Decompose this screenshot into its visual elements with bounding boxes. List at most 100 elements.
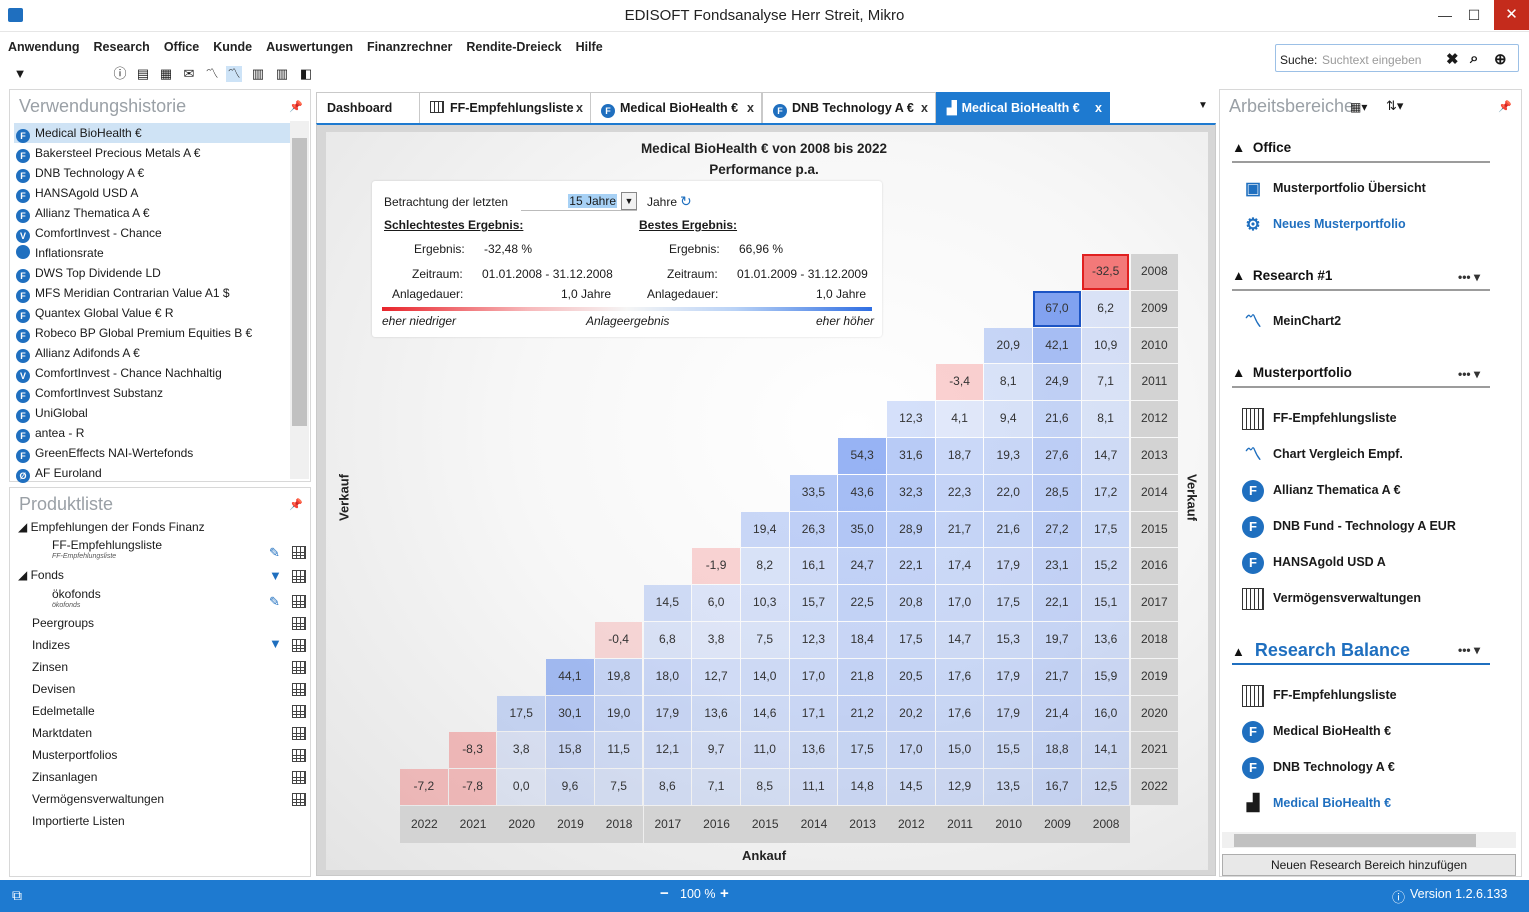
heatmap-cell[interactable]: 31,6 <box>887 438 935 474</box>
section-musterportfolio[interactable]: ▲ Musterportfolio <box>1232 365 1352 380</box>
ws-item-ff-empfehlungsliste[interactable]: FF-Empfehlungsliste <box>1242 404 1492 432</box>
filter-icon[interactable]: ▼ <box>269 636 282 651</box>
heatmap-cell[interactable]: 21,7 <box>1033 658 1081 695</box>
heatmap-cell[interactable]: 23,1 <box>1033 548 1081 585</box>
heatmap-cell[interactable]: 3,8 <box>497 732 546 769</box>
product-item[interactable]: Zinsanlagen <box>32 767 332 787</box>
add-research-area-button[interactable]: Neuen Research Bereich hinzufügen <box>1222 854 1516 876</box>
heatmap-cell[interactable]: 8,1 <box>984 364 1033 401</box>
tab-medical-biohealth-triangle[interactable]: ▟ Medical BioHealth € x <box>936 92 1110 123</box>
heatmap-cell[interactable]: 12,3 <box>887 401 935 437</box>
history-item[interactable]: F HANSAgold USD A <box>14 183 290 203</box>
ws-item-medical-biohealth[interactable]: F Medical BioHealth € <box>1242 717 1492 745</box>
heatmap-cell[interactable]: 43,6 <box>838 474 886 511</box>
heatmap-cell[interactable]: 21,4 <box>1033 695 1081 732</box>
heatmap-cell[interactable]: 18,7 <box>935 438 984 474</box>
ws-item-meinchart2[interactable]: 〽 MeinChart2 <box>1242 307 1492 335</box>
tab-dashboard[interactable]: Dashboard <box>316 92 420 123</box>
heatmap-cell[interactable]: 9,6 <box>546 769 594 805</box>
tab-dnb-technology[interactable]: F DNB Technology A € x <box>762 92 936 123</box>
zoom-out-icon[interactable]: − <box>660 885 669 902</box>
ws-item-medical-biohealth-triangle[interactable]: ▟ Medical BioHealth € <box>1242 789 1492 817</box>
heatmap-cell[interactable]: 17,9 <box>984 695 1033 732</box>
product-item[interactable]: Importierte Listen <box>32 811 332 831</box>
tree-group-empfehlungen[interactable]: ◢ Empfehlungen der Fonds Finanz <box>18 520 205 534</box>
heatmap-cell[interactable]: 17,5 <box>1081 511 1130 548</box>
ws-item-neues-musterportfolio[interactable]: ⚙ Neues Musterportfolio <box>1242 210 1492 238</box>
heatmap-cell[interactable]: 12,9 <box>935 769 984 805</box>
chart-active-icon[interactable]: 〽 <box>226 66 242 82</box>
heatmap-cell[interactable]: 20,5 <box>887 658 935 695</box>
heatmap-cell[interactable]: 13,6 <box>692 695 740 732</box>
ws-item-musterportfolio-uebersicht[interactable]: ▣ Musterportfolio Übersicht <box>1242 174 1492 202</box>
heatmap-cell[interactable]: 19,8 <box>594 658 643 695</box>
table-icon[interactable] <box>292 639 306 652</box>
heatmap-cell[interactable]: 12,1 <box>643 732 692 769</box>
heatmap-cell[interactable]: 12,3 <box>789 622 838 658</box>
heatmap-cell[interactable]: 8,2 <box>740 548 789 585</box>
heatmap-cell[interactable]: 17,6 <box>935 658 984 695</box>
document-icon[interactable]: ▦ <box>159 66 173 81</box>
heatmap-cell[interactable]: 15,2 <box>1081 548 1130 585</box>
tab-close-icon[interactable]: x <box>921 101 928 115</box>
maximize-button[interactable]: ☐ <box>1467 7 1481 23</box>
table-icon[interactable] <box>292 595 306 608</box>
chevron-down-icon[interactable]: ▼ <box>621 192 637 210</box>
history-item[interactable]: F Robeco BP Global Premium Equities B € <box>14 323 290 343</box>
tab-medical-biohealth[interactable]: F Medical BioHealth € x <box>590 92 762 123</box>
history-scroll-thumb[interactable] <box>292 138 307 426</box>
heatmap-cell[interactable]: 67,0 <box>1033 290 1081 327</box>
menu-finanzrechner[interactable]: Finanzrechner <box>366 40 453 54</box>
ws-item-dnb-technology[interactable]: F DNB Technology A € <box>1242 753 1492 781</box>
heatmap-cell[interactable]: 28,5 <box>1033 474 1081 511</box>
window-layout-icon[interactable]: ⧉ <box>12 887 22 903</box>
heatmap-cell[interactable]: 13,6 <box>789 732 838 769</box>
pin-icon[interactable]: 📌 <box>1498 101 1512 113</box>
zoom-search-icon[interactable]: ⊕ <box>1494 51 1507 68</box>
heatmap-cell[interactable]: 15,5 <box>984 732 1033 769</box>
menu-research[interactable]: Research <box>93 40 150 54</box>
heatmap-cell[interactable]: 16,1 <box>789 548 838 585</box>
heatmap-cell[interactable]: 11,0 <box>740 732 789 769</box>
heatmap-cell[interactable]: -8,3 <box>448 732 497 769</box>
heatmap-cell[interactable]: 18,8 <box>1033 732 1081 769</box>
edit-icon[interactable]: ✎ <box>269 545 280 560</box>
heatmap-cell[interactable]: 18,4 <box>838 622 886 658</box>
table-icon[interactable] <box>292 570 306 583</box>
heatmap-cell[interactable]: 17,5 <box>984 585 1033 621</box>
heatmap-cell[interactable]: 27,6 <box>1033 438 1081 474</box>
heatmap-cell[interactable]: 16,7 <box>1033 769 1081 805</box>
history-item[interactable]: F Medical BioHealth € <box>14 123 290 143</box>
heatmap-cell[interactable]: 14,7 <box>935 622 984 658</box>
heatmap-cell[interactable]: 17,0 <box>887 732 935 769</box>
search-box[interactable]: Suche: Suchtext eingeben ✖ ⌕ ⊕ <box>1275 44 1519 72</box>
table-icon[interactable] <box>292 546 306 559</box>
ws-item-dnb-fund[interactable]: F DNB Fund - Technology A EUR <box>1242 512 1492 540</box>
section-research-balance[interactable]: ▲ Research Balance <box>1232 640 1410 660</box>
table-icon[interactable] <box>292 617 306 630</box>
heatmap-cell[interactable]: 17,9 <box>984 658 1033 695</box>
print-icon[interactable]: ▤ <box>136 66 150 81</box>
heatmap-cell[interactable]: 17,0 <box>935 585 984 621</box>
heatmap-cell[interactable]: 22,0 <box>984 474 1033 511</box>
history-item[interactable]: F Allianz Thematica A € <box>14 203 290 223</box>
tab-ff-empfehlungsliste[interactable]: FF-Empfehlungsliste x <box>419 92 591 123</box>
info-icon[interactable]: ⓘ <box>1392 890 1406 905</box>
history-item[interactable]: F UniGlobal <box>14 403 290 423</box>
heatmap-cell[interactable]: 21,2 <box>838 695 886 732</box>
history-item[interactable]: F GreenEffects NAI-Wertefonds <box>14 443 290 463</box>
years-select[interactable]: 15 Jahre ▼ <box>521 192 637 211</box>
heatmap-cell[interactable]: 19,0 <box>594 695 643 732</box>
heatmap-cell[interactable]: -7,2 <box>400 769 448 805</box>
heatmap-cell[interactable]: 15,8 <box>546 732 594 769</box>
heatmap-cell[interactable]: 30,1 <box>546 695 594 732</box>
heatmap-cell[interactable]: 8,5 <box>740 769 789 805</box>
heatmap-cell[interactable]: 13,5 <box>984 769 1033 805</box>
ws-item-chart-vergleich[interactable]: 〽 Chart Vergleich Empf. <box>1242 440 1492 468</box>
tree-item-ff-list[interactable]: FF-Empfehlungsliste FF-Empfehlungsliste <box>52 537 352 560</box>
tab-close-icon[interactable]: x <box>747 101 754 115</box>
heatmap-cell[interactable]: 9,7 <box>692 732 740 769</box>
clear-icon[interactable]: ✖ <box>1446 51 1459 68</box>
heatmap-cell[interactable]: 17,4 <box>935 548 984 585</box>
